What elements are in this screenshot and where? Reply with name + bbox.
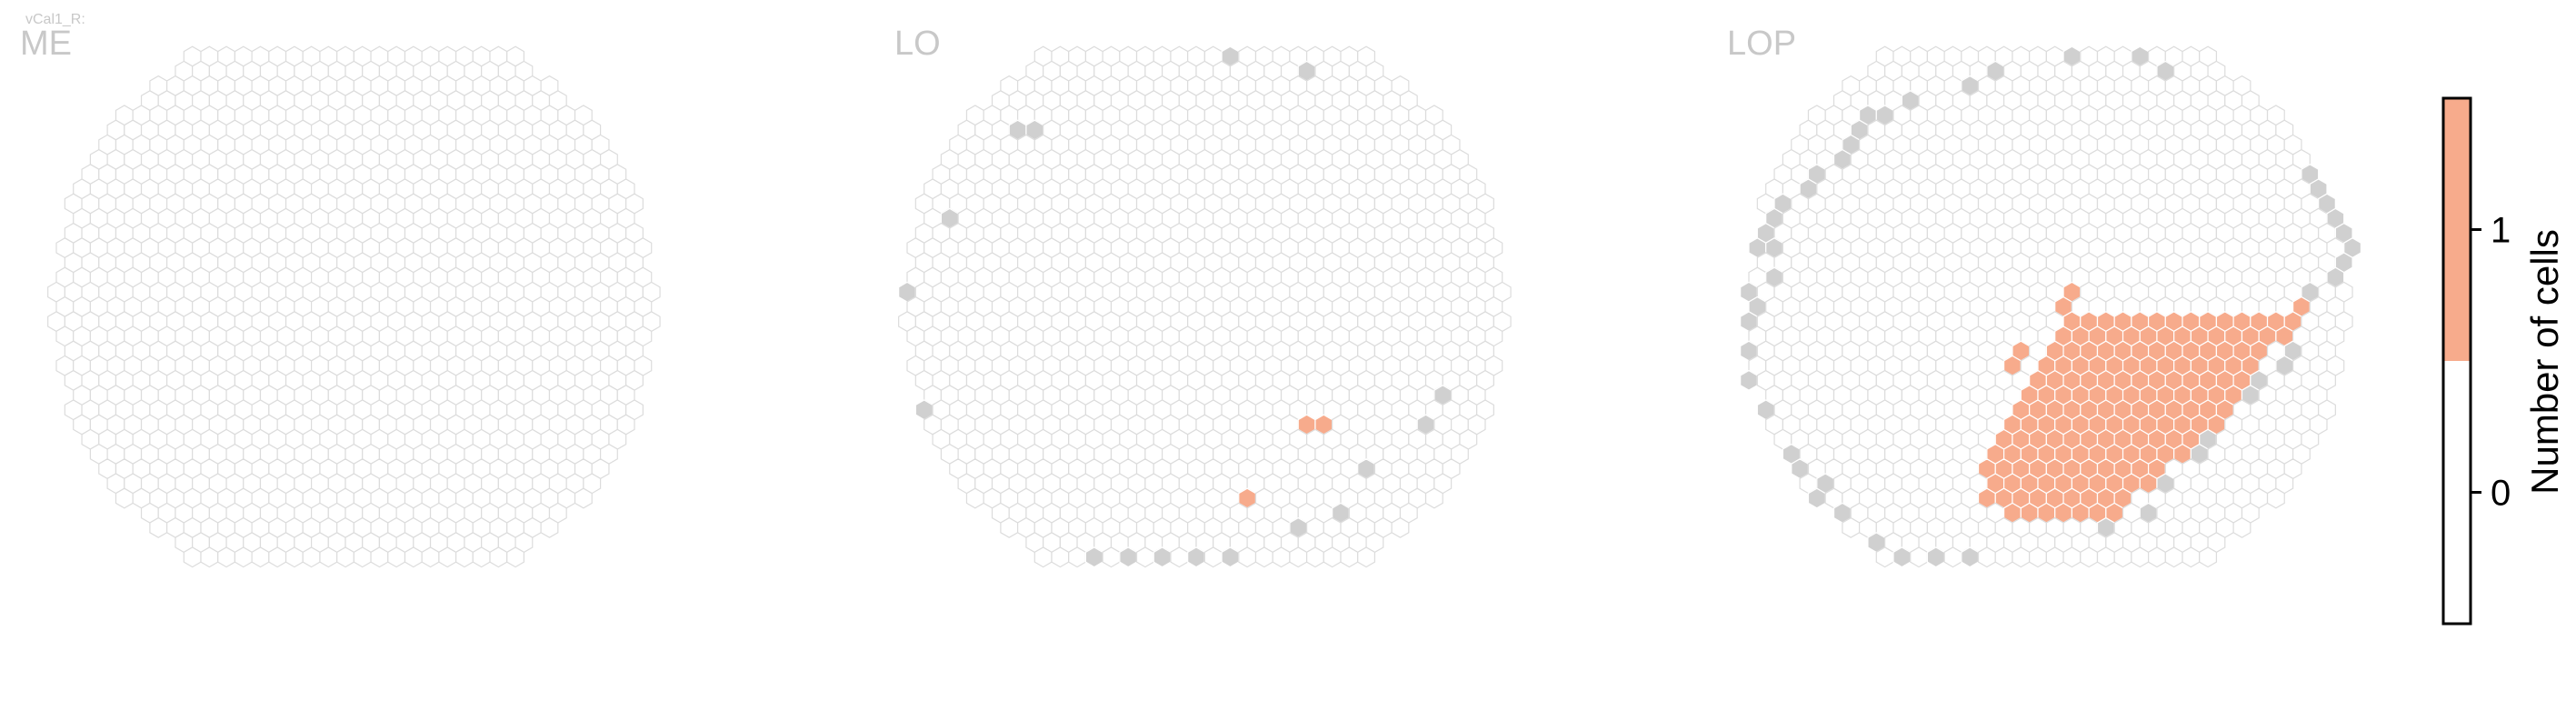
colorbar-tick-label: 0 — [2491, 474, 2511, 514]
hex-cell-no-data — [1926, 546, 1945, 568]
hex-cell — [1238, 546, 1257, 568]
hex-cell — [115, 487, 134, 509]
hex-cell-no-data — [1119, 546, 1138, 568]
hex-cell — [2012, 546, 2031, 568]
hex-cell — [2096, 546, 2115, 568]
hex-cell — [353, 546, 372, 568]
colorbar-tick-label: 1 — [2491, 211, 2511, 251]
hex-cell — [1000, 516, 1019, 538]
hex-cell — [2232, 516, 2252, 538]
hex-cell-no-data — [1892, 546, 1912, 568]
panel-title-me: ME — [20, 25, 72, 63]
hex-cell — [574, 487, 593, 509]
hex-cell — [2131, 546, 2150, 568]
hex-cell — [1033, 546, 1053, 568]
hex-cell — [2147, 546, 2166, 568]
hex-cell — [2164, 546, 2183, 568]
hex-cell — [472, 546, 491, 568]
hex-cell — [183, 546, 202, 568]
hex-cell-no-data — [1187, 546, 1205, 568]
hex-cell — [1357, 546, 1376, 568]
hex-cell — [421, 546, 440, 568]
panel-me — [47, 45, 661, 568]
hex-cell — [1842, 516, 1861, 538]
hex-cell — [1102, 546, 1121, 568]
hex-cell — [2182, 546, 2201, 568]
hex-cell-no-data — [1740, 369, 1758, 391]
hex-cell — [370, 546, 389, 568]
panel-lop — [1740, 45, 2362, 568]
hex-cell — [200, 546, 219, 568]
hex-cell — [217, 546, 236, 568]
panel-title-lop: LOP — [1727, 25, 1796, 63]
hex-cell — [1051, 546, 1070, 568]
hex-cell — [268, 546, 287, 568]
hex-cell — [1391, 516, 1410, 538]
hex-cell — [2113, 546, 2132, 568]
hex-cell — [1170, 546, 1189, 568]
hex-cell-no-data — [1084, 546, 1103, 568]
hex-cell — [404, 546, 423, 568]
hex-cell — [1289, 546, 1308, 568]
hex-cell — [285, 546, 304, 568]
hex-cell-no-data — [1961, 546, 1980, 568]
hex-cell — [506, 546, 525, 568]
hex-cell — [2080, 546, 2099, 568]
hex-cell — [2029, 546, 2047, 568]
hex-cell — [1254, 546, 1273, 568]
colorbar-segment-1 — [2443, 98, 2471, 361]
panel-lo — [898, 45, 1512, 568]
panel-title-lo: LO — [894, 25, 941, 63]
hex-cell — [540, 516, 559, 538]
hex-cell — [1203, 546, 1223, 568]
colorbar-label: Number of cells — [2523, 229, 2566, 495]
colorbar: 01 — [2441, 96, 2511, 626]
hex-cell — [336, 546, 354, 568]
hex-cell — [489, 546, 508, 568]
hex-cell — [438, 546, 457, 568]
hex-cell — [251, 546, 270, 568]
colorbar-segment-0 — [2443, 361, 2471, 624]
panels — [47, 45, 2362, 568]
hex-cell — [454, 546, 474, 568]
hex-cell — [2062, 546, 2082, 568]
hex-cell — [2266, 487, 2285, 509]
hex-cell — [319, 546, 338, 568]
hex-cell — [234, 546, 253, 568]
hex-cell — [149, 516, 168, 538]
hex-cell — [2199, 546, 2218, 568]
hex-cell — [1994, 546, 2013, 568]
hex-cell — [1424, 487, 1443, 509]
hex-cell-no-data — [1153, 546, 1172, 568]
hex-cell — [1068, 546, 1087, 568]
hex-cell — [1135, 546, 1154, 568]
hex-cell — [1340, 546, 1359, 568]
hex-cell — [965, 487, 984, 509]
hex-cell — [1305, 546, 1324, 568]
hex-cell — [1910, 546, 1929, 568]
hex-cell — [302, 546, 321, 568]
hex-cell — [1875, 546, 1894, 568]
hex-cell — [1977, 546, 1996, 568]
hex-cell-no-data — [1807, 487, 1826, 509]
hex-cell — [387, 546, 406, 568]
hex-cell-no-data — [1221, 546, 1240, 568]
hex-cell — [1943, 546, 1962, 568]
hex-cell — [1272, 546, 1291, 568]
hex-cell — [1323, 546, 1342, 568]
hex-cell — [2045, 546, 2064, 568]
